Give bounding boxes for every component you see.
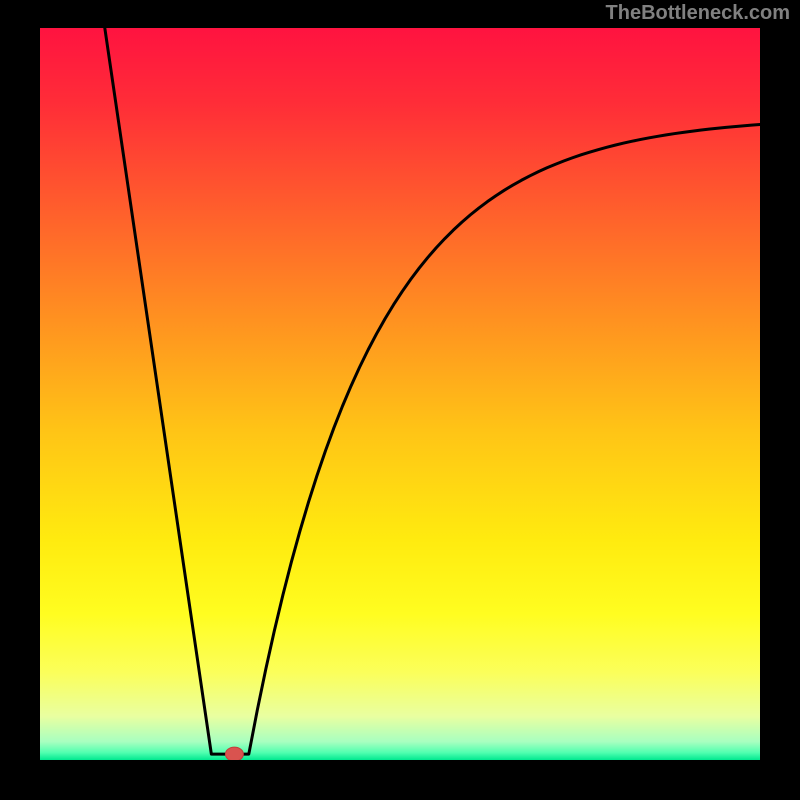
chart-svg [40, 28, 760, 760]
chart-plot-area [40, 28, 760, 760]
watermark-text: TheBottleneck.com [606, 2, 790, 25]
root-container: TheBottleneck.com [0, 0, 800, 800]
optimal-point-marker [225, 747, 243, 760]
